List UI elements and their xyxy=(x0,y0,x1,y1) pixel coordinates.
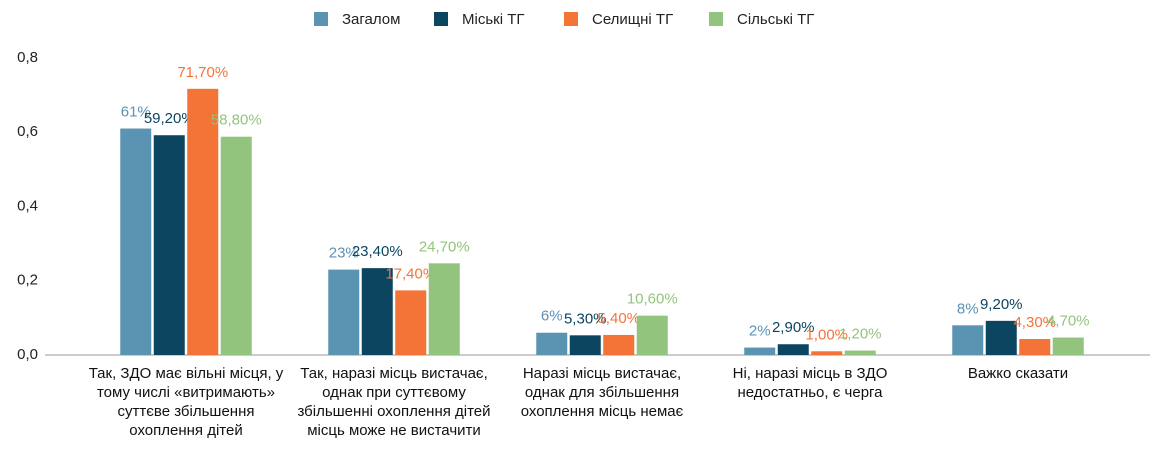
x-tick-label: Так, ЗДО має вільні місця, у тому числі … xyxy=(88,365,284,439)
data-label: 17,40% xyxy=(385,265,436,282)
bar xyxy=(811,351,843,355)
x-tick-label: Ні, наразі місць в ЗДО недостатньо, є че… xyxy=(732,365,888,401)
data-label: 10,60% xyxy=(627,291,678,308)
legend-swatch xyxy=(314,12,328,26)
bar xyxy=(952,325,984,355)
y-tick-label: 0,0 xyxy=(17,346,38,363)
data-label: 71,70% xyxy=(177,64,228,81)
legend-label: Загалом xyxy=(342,11,400,28)
x-tick-label: Так, наразі місць вистачає, однак при су… xyxy=(297,365,491,439)
bar xyxy=(220,136,252,355)
bar xyxy=(120,128,152,355)
bar xyxy=(636,315,668,355)
data-label: 61% xyxy=(121,104,151,121)
y-tick-label: 0,4 xyxy=(17,197,38,214)
bar xyxy=(844,350,876,355)
data-label: 24,70% xyxy=(419,238,470,255)
y-tick-label: 0,8 xyxy=(17,49,38,66)
data-label: 4,70% xyxy=(1047,313,1090,330)
data-label: 59,20% xyxy=(144,110,195,127)
legend-label: Сільські ТГ xyxy=(737,11,814,28)
data-label: 23% xyxy=(329,245,359,262)
bar xyxy=(1052,337,1084,355)
bar xyxy=(985,320,1017,355)
data-label: 5,40% xyxy=(597,310,640,327)
bar xyxy=(744,347,776,355)
bar xyxy=(153,135,185,355)
data-label: 2% xyxy=(749,323,771,340)
bar xyxy=(187,88,219,355)
bar xyxy=(361,268,393,355)
bar xyxy=(1019,339,1051,355)
bar xyxy=(395,290,427,355)
data-label: 1,00% xyxy=(805,326,848,343)
data-label: 6% xyxy=(541,308,563,325)
bar xyxy=(428,263,460,355)
data-label: 2,90% xyxy=(772,319,815,336)
bar xyxy=(603,334,635,355)
data-label: 5,30% xyxy=(564,310,607,327)
bar xyxy=(777,344,809,355)
data-label: 4,30% xyxy=(1013,314,1056,331)
y-tick-label: 0,6 xyxy=(17,123,38,140)
x-tick-label: Важко сказати xyxy=(967,365,1069,382)
data-label: 23,40% xyxy=(352,243,403,260)
legend-swatch xyxy=(709,12,723,26)
data-label: 1,20% xyxy=(839,326,882,343)
legend-label: Селищні ТГ xyxy=(592,11,673,28)
bar xyxy=(536,332,568,355)
legend-label: Міські ТГ xyxy=(462,11,525,28)
data-label: 9,20% xyxy=(980,296,1023,313)
bar xyxy=(328,269,360,355)
y-tick-label: 0,2 xyxy=(17,272,38,289)
bar xyxy=(569,335,601,355)
x-tick-label: Наразі місць вистачає, однак для збільше… xyxy=(520,365,684,420)
legend-swatch xyxy=(434,12,448,26)
legend-swatch xyxy=(564,12,578,26)
data-label: 8% xyxy=(957,300,979,317)
data-label: 58,80% xyxy=(211,112,262,129)
